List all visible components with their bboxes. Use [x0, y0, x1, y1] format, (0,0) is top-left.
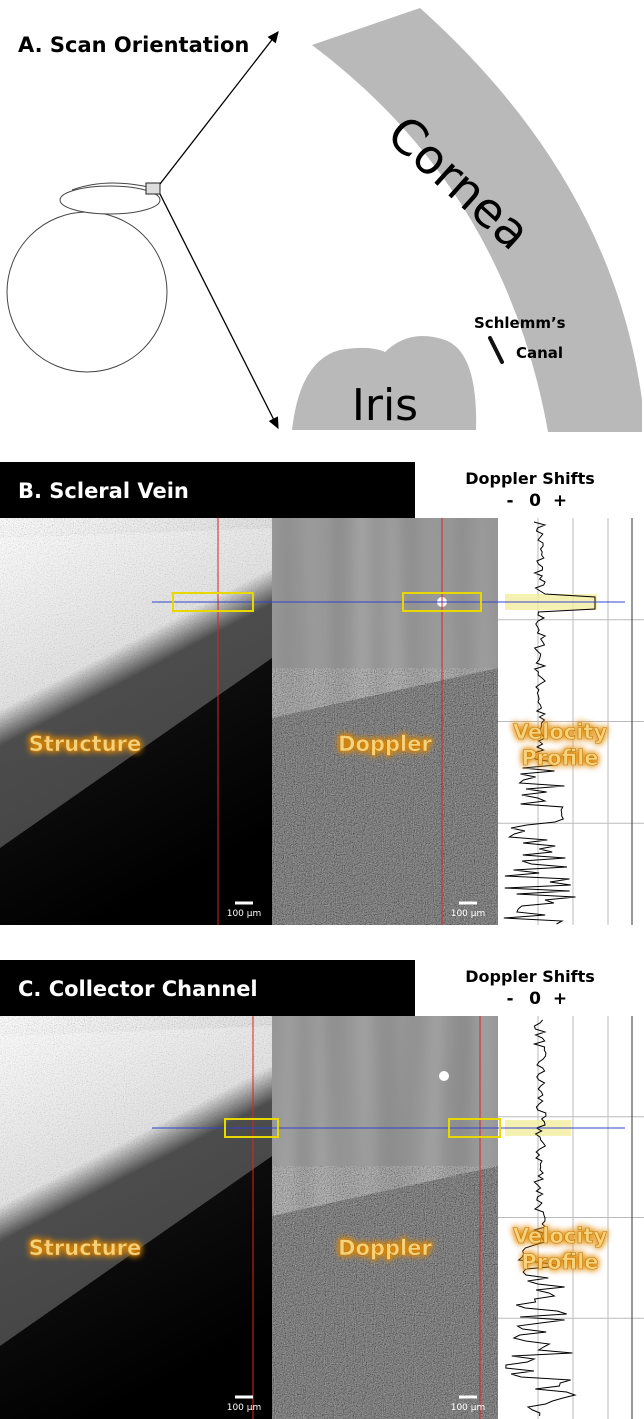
doppler-speckle — [272, 1166, 498, 1419]
axis-label: + — [553, 989, 567, 1009]
canal-label: Canal — [516, 344, 563, 362]
doppler-speckle — [272, 668, 498, 925]
flow-spot — [439, 1071, 449, 1081]
doppler-label: Doppler — [338, 732, 432, 756]
schlemm-label: Schlemm’s — [474, 314, 566, 332]
profile-label: Profile — [521, 1250, 598, 1274]
scale-label: 100 µm — [451, 1403, 486, 1413]
eyeball — [7, 212, 167, 372]
axis-title: Doppler Shifts — [465, 967, 595, 986]
velocity-label: Velocity — [513, 1224, 608, 1248]
scale-label: 100 µm — [227, 909, 262, 919]
arrow — [160, 194, 278, 428]
panel-title: B. Scleral Vein — [18, 479, 189, 503]
scale-label: 100 µm — [451, 909, 486, 919]
axis-label: - — [506, 491, 513, 511]
axis-title: Doppler Shifts — [465, 469, 595, 488]
figure: A. Scan Orientation Cornea Iris Schlemm’… — [0, 0, 644, 1419]
lens — [60, 186, 160, 214]
panel-title: C. Collector Channel — [18, 977, 258, 1001]
iris-label: Iris — [352, 380, 418, 431]
velocity-label: Velocity — [513, 720, 608, 744]
scale-label: 100 µm — [227, 1403, 262, 1413]
panel-a: A. Scan Orientation Cornea Iris Schlemm’… — [7, 8, 642, 432]
schlemms-canal — [490, 338, 502, 362]
structure-label: Structure — [29, 1236, 142, 1260]
doppler-label: Doppler — [338, 1236, 432, 1260]
scan-box — [146, 183, 160, 194]
axis-label: 0 — [529, 491, 541, 511]
axis-label: - — [506, 989, 513, 1009]
axis-label: + — [553, 491, 567, 511]
panel-c: C. Collector Channel Doppler Shifts -0 + Str… — [0, 960, 644, 1419]
axis-label: 0 — [529, 989, 541, 1009]
panel-title: A. Scan Orientation — [18, 33, 249, 57]
profile-label: Profile — [521, 746, 598, 770]
structure-label: Structure — [29, 732, 142, 756]
panel-b: B. Scleral Vein Doppler Shifts -0 + Structur… — [0, 462, 644, 925]
